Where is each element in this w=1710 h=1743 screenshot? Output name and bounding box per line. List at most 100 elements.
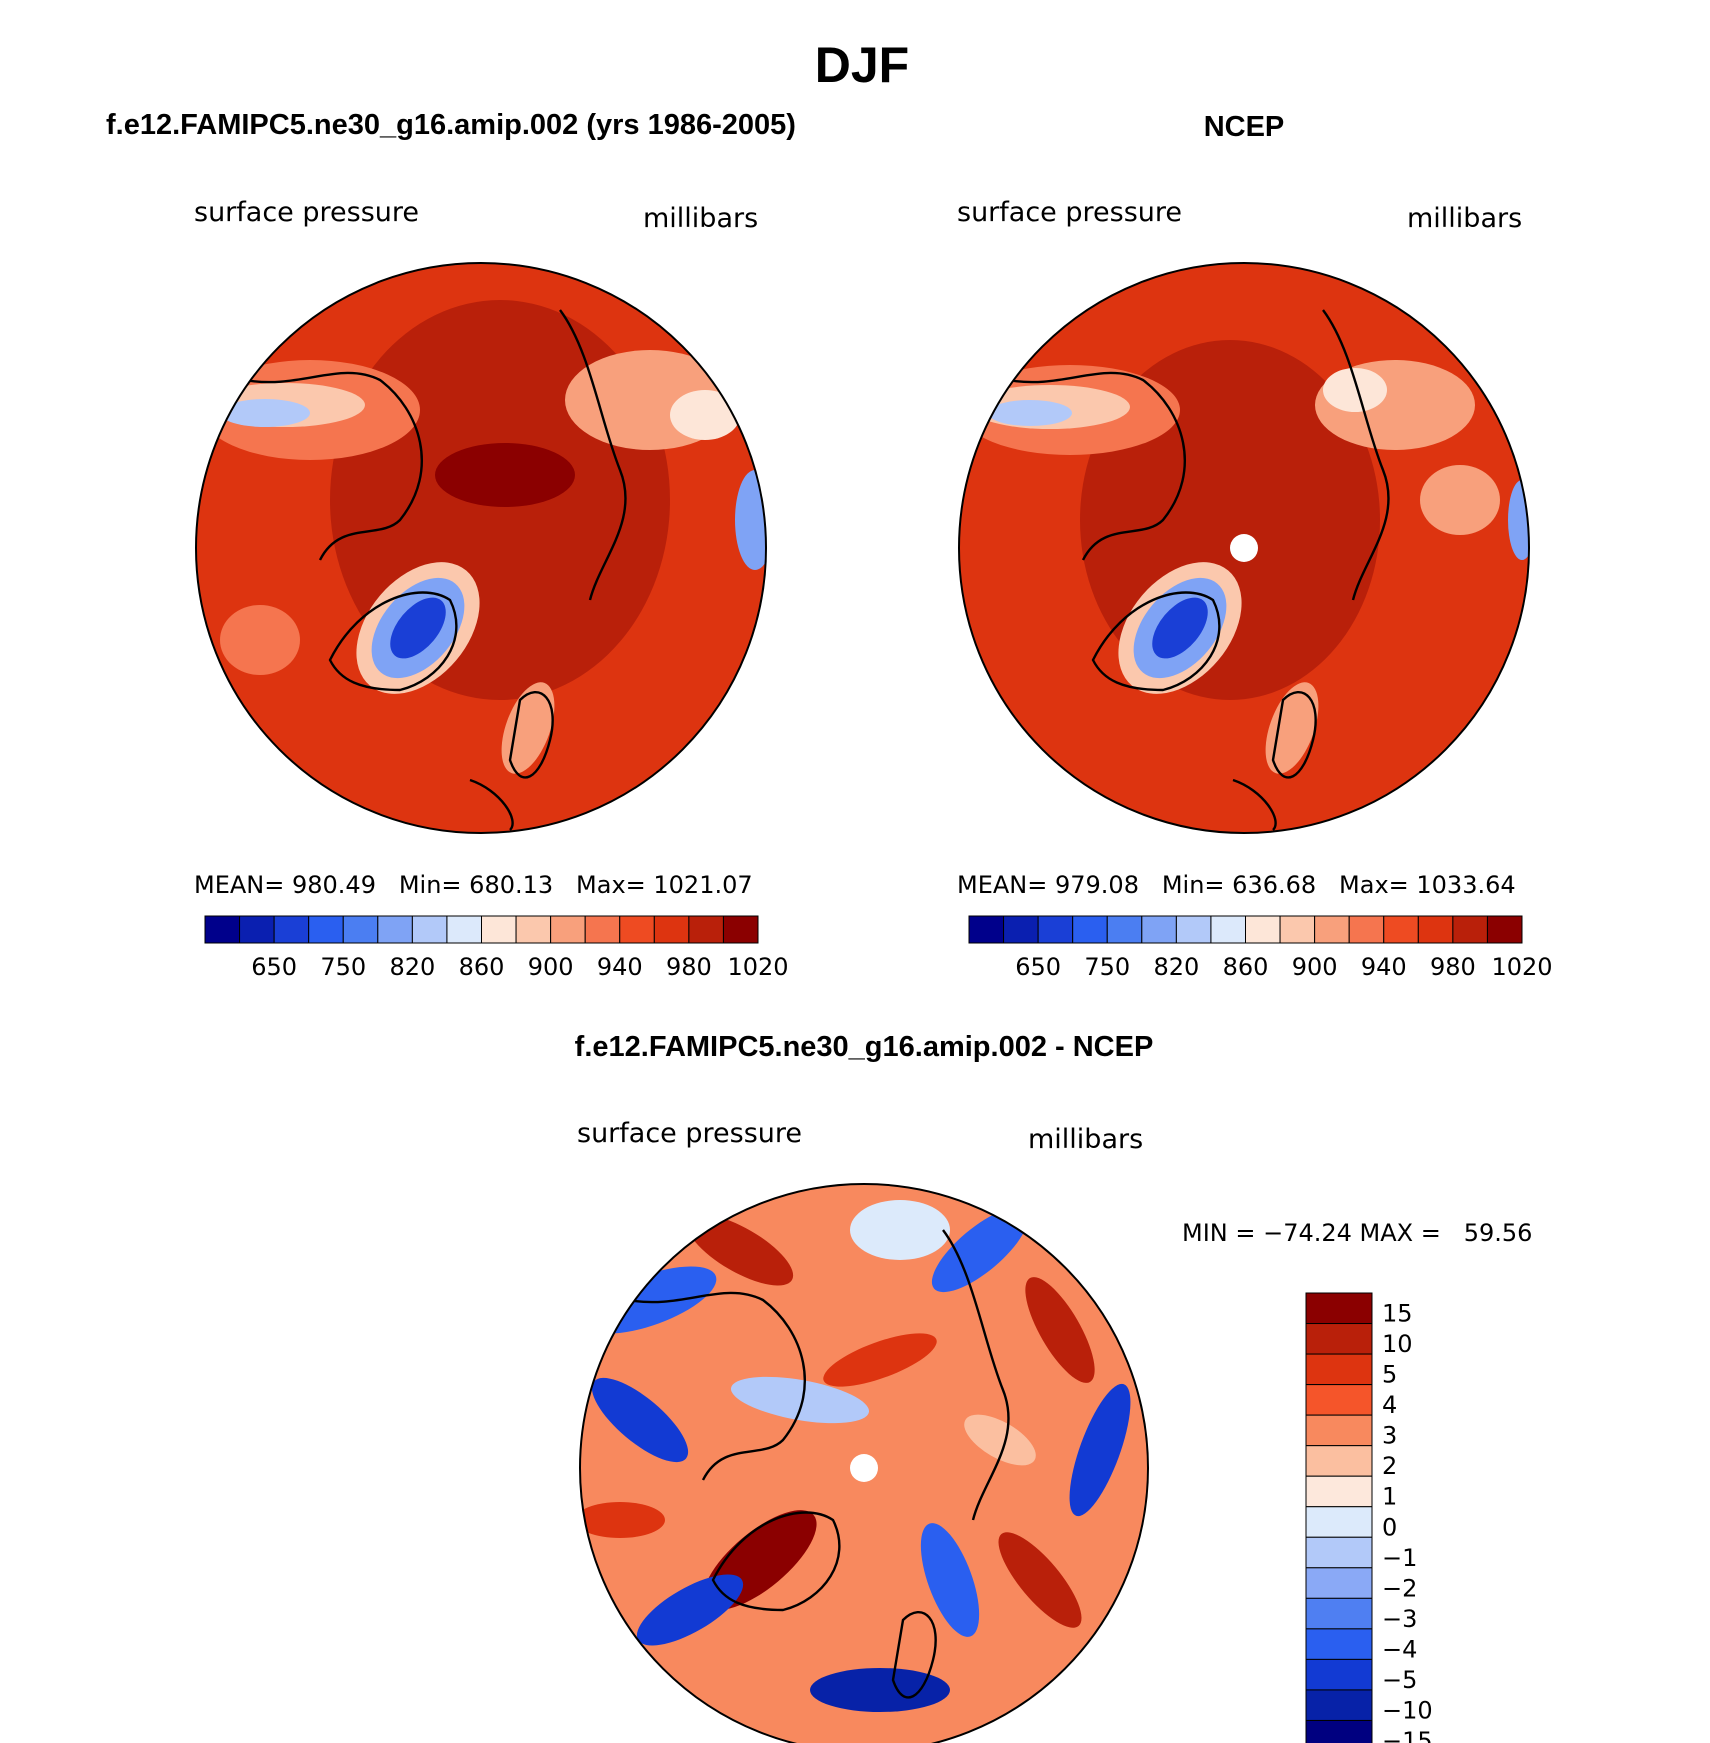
labelbar-a-swatch <box>239 915 275 944</box>
labelbar-b-swatch <box>1106 915 1143 944</box>
labelbar-c-tick-label: −5 <box>1382 1666 1417 1694</box>
labelbar-c-swatch <box>1305 1658 1373 1691</box>
labelbar-a-swatch <box>273 915 310 944</box>
labelbar-c-tick-label: −1 <box>1382 1544 1417 1572</box>
panel-c-variable: surface pressure <box>577 1118 802 1149</box>
map-a-rockies-low <box>220 399 310 427</box>
labelbar-b-swatch <box>1348 915 1385 944</box>
map-a-east-edge <box>735 470 766 570</box>
figure-title: DJF <box>815 37 909 93</box>
labelbar-b-swatch <box>1141 915 1177 944</box>
labelbar-a-tick-label: 860 <box>459 953 505 981</box>
labelbar-b-tick-label: 650 <box>1015 953 1061 981</box>
labelbar-c-tick-label: 1 <box>1382 1483 1397 1511</box>
labelbar-b-swatch <box>968 915 1005 944</box>
labelbar-c-tick-label: −10 <box>1382 1696 1433 1724</box>
panel-c-units: millibars <box>1028 1124 1143 1155</box>
labelbar-b-tick-label: 900 <box>1292 953 1338 981</box>
labelbar-b-swatch <box>1175 915 1212 944</box>
labelbar-c-swatch <box>1305 1597 1373 1630</box>
labelbar-c-swatch <box>1305 1475 1373 1508</box>
labelbar-b-tick-label: 750 <box>1084 953 1130 981</box>
labelbar-a-tick-label: 940 <box>597 953 643 981</box>
map-a-outline <box>195 262 767 834</box>
labelbar-c-swatch <box>1305 1719 1373 1743</box>
panel-c-heading: f.e12.FAMIPC5.ne30_g16.amip.002 - NCEP <box>575 1031 1154 1063</box>
panel-a-stats: MEAN= 980.49 Min= 680.13 Max= 1021.07 <box>194 871 753 899</box>
panel-b-units: millibars <box>1407 203 1522 234</box>
panel-b-heading: NCEP <box>1204 111 1285 143</box>
panel-b-variable: surface pressure <box>957 197 1182 228</box>
labelbar-c-swatch <box>1305 1506 1373 1538</box>
labelbar-a-tick-label: 750 <box>320 953 366 981</box>
labelbar-a-swatch <box>515 915 552 944</box>
labelbar-a-swatch <box>204 915 241 944</box>
labelbar-c-swatch <box>1305 1292 1373 1325</box>
map-a-west-edge <box>220 605 300 675</box>
labelbar-b-swatch <box>1037 915 1074 944</box>
labelbar-a-tick-label: 1020 <box>727 953 788 981</box>
map-b-tibet <box>1323 368 1387 412</box>
labelbar-b-tick-label: 820 <box>1153 953 1199 981</box>
labelbar-c-swatch <box>1305 1628 1373 1660</box>
labelbar-a-swatch <box>653 915 690 944</box>
map-b-greenland-core <box>1152 597 1208 659</box>
map-a-coastlines <box>244 309 627 831</box>
panel-c-stats: MIN = −74.24 MAX = 59.56 <box>1182 1219 1532 1247</box>
labelbar-a-tick-label: 650 <box>251 953 297 981</box>
labelbar-c-swatch <box>1305 1323 1373 1355</box>
map-c-pole-hole <box>850 1454 878 1482</box>
labelbar-a-swatch <box>308 915 344 944</box>
labelbar-c-tick-label: 3 <box>1382 1422 1397 1450</box>
labelbar-c-tick-label: −2 <box>1382 1574 1417 1602</box>
map-b-rockies-low <box>988 400 1072 426</box>
labelbar-c-swatch <box>1305 1384 1373 1416</box>
labelbar-b-swatch <box>1486 915 1523 944</box>
labelbar-b-tick-label: 940 <box>1361 953 1407 981</box>
panel-a-heading: f.e12.FAMIPC5.ne30_g16.amip.002 (yrs 198… <box>106 109 796 141</box>
map-b-pole-hole <box>1230 534 1258 562</box>
map-b-east-edge <box>1508 480 1529 560</box>
labelbar-c-tick-label: 10 <box>1382 1330 1413 1358</box>
labelbar-a-swatch <box>584 915 621 944</box>
panel-a-units: millibars <box>643 203 758 234</box>
labelbar-a-tick-label: 900 <box>528 953 574 981</box>
labelbar-a-swatch <box>411 915 448 944</box>
labelbar-b-swatch <box>1279 915 1316 944</box>
labelbar-a-swatch <box>619 915 655 944</box>
labelbar-a-tick-label: 820 <box>389 953 435 981</box>
labelbar-b-tick-label: 860 <box>1223 953 1269 981</box>
labelbar-a: 650 750 820 860 900 940 980 1020 <box>204 915 789 981</box>
map-b-scandinavia <box>1265 682 1319 774</box>
labelbar-b-swatch <box>1003 915 1039 944</box>
map-a-arctic-high <box>435 443 575 507</box>
labelbar-a-swatch <box>688 915 724 944</box>
labelbar-a-swatch <box>481 915 517 944</box>
labelbar-c-swatch <box>1305 1567 1373 1599</box>
labelbar-c-swatch <box>1305 1445 1373 1477</box>
map-c-outline <box>579 1183 1149 1743</box>
labelbar-c-tick-label: −3 <box>1382 1605 1417 1633</box>
labelbar-b: 650 750 820 860 900 940 980 1020 <box>968 915 1553 981</box>
labelbar-c-tick-label: 5 <box>1382 1361 1397 1389</box>
map-a-greenland-core <box>390 597 446 659</box>
labelbar-b-swatch <box>1072 915 1108 944</box>
panel-a-variable: surface pressure <box>194 197 419 228</box>
labelbar-c-swatch <box>1305 1414 1373 1447</box>
map-c-diff-pattern <box>580 1200 1131 1712</box>
labelbar-b-swatch <box>1452 915 1488 944</box>
map-b-east-high <box>1420 465 1500 535</box>
labelbar-a-swatch <box>342 915 379 944</box>
labelbar-b-tick-label: 980 <box>1430 953 1476 981</box>
labelbar-b-swatch <box>1210 915 1246 944</box>
labelbar-c-tick-label: 15 <box>1382 1300 1413 1328</box>
labelbar-b-swatch <box>1314 915 1350 944</box>
labelbar-c-tick-label: 2 <box>1382 1452 1397 1480</box>
labelbar-b-tick-label: 1020 <box>1491 953 1552 981</box>
panel-b-stats: MEAN= 979.08 Min= 636.68 Max= 1033.64 <box>957 871 1516 899</box>
labelbar-c-tick-label: −4 <box>1382 1635 1417 1663</box>
labelbar-b-swatch <box>1383 915 1419 944</box>
labelbar-c-swatch <box>1305 1536 1373 1569</box>
